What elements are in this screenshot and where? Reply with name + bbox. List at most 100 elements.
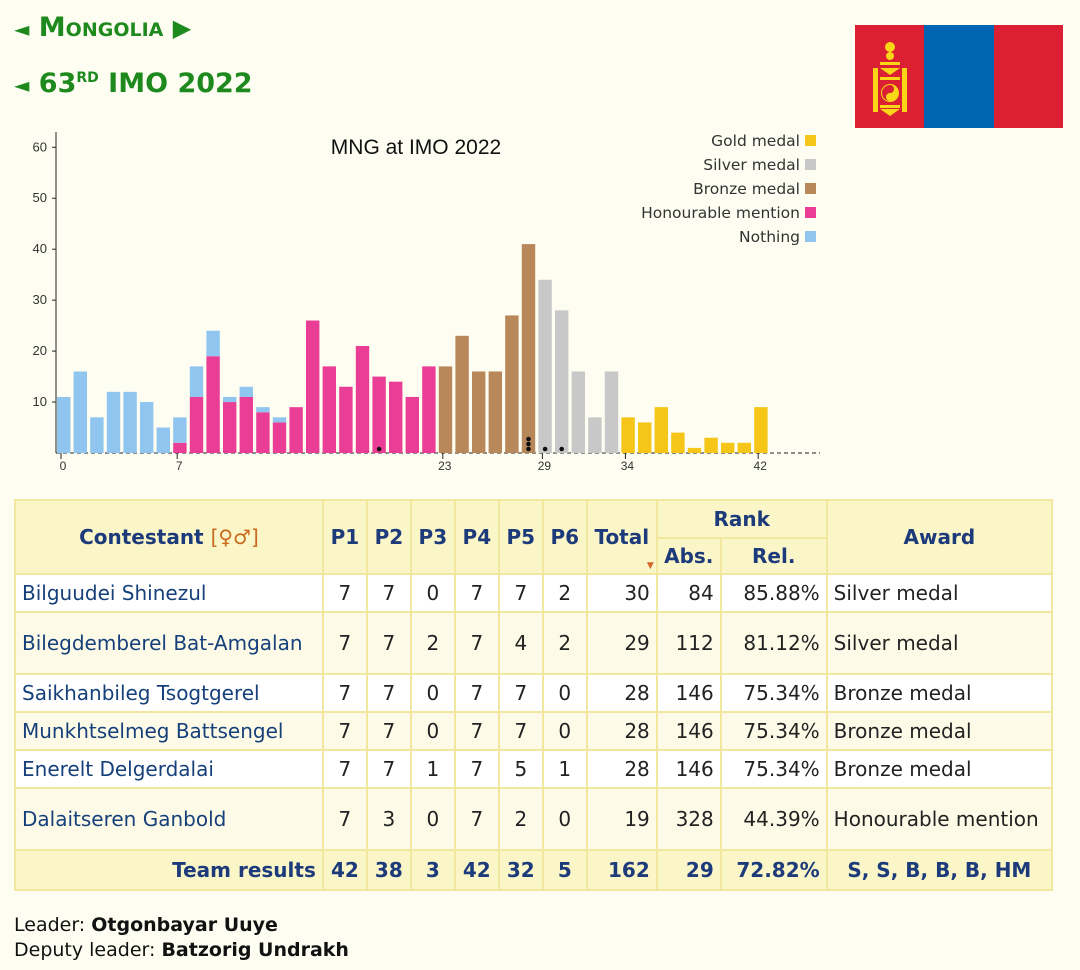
y-tick-label: 40 (33, 241, 47, 256)
header-total[interactable]: Total ▼ (585, 499, 658, 575)
contestant-name[interactable]: Bilguudei Shinezul (14, 573, 324, 613)
country-link[interactable]: Mongolia (38, 12, 164, 43)
bar-honourable-mention (339, 386, 353, 453)
problem-score: 2 (497, 787, 544, 851)
team-member-dot (526, 446, 531, 452)
problem-score: 7 (365, 711, 412, 751)
header-rank-rel[interactable]: Rel. (719, 537, 828, 575)
deputy-line: Deputy leader: Batzorig Undrakh (14, 939, 349, 961)
rank-rel: 81.12% (719, 611, 828, 675)
header-p1[interactable]: P1 (321, 499, 368, 575)
country-nav: ◄ Mongolia ▶ (14, 12, 191, 43)
x-tick-label: 29 (538, 459, 552, 473)
bar-bronze-medal (488, 371, 502, 453)
problem-score: 3 (365, 787, 412, 851)
legend-swatch (805, 159, 816, 170)
edition-nav: ◄ 63RD IMO 2022 (14, 68, 253, 99)
problem-score: 7 (321, 749, 368, 789)
prev-edition-arrow-icon[interactable]: ◄ (14, 73, 30, 97)
edition-link[interactable]: 63RD IMO 2022 (38, 68, 253, 99)
problem-score: 7 (365, 573, 412, 613)
rank-abs: 84 (655, 573, 722, 613)
total-score: 28 (585, 749, 658, 789)
team-member-dot (542, 446, 548, 452)
problem-score: 7 (453, 711, 500, 751)
problem-score: 1 (409, 749, 456, 789)
mongolia-flag (855, 25, 1063, 128)
next-country-arrow-icon[interactable]: ▶ (172, 14, 192, 42)
gender-icon: [♀♂] (210, 525, 259, 549)
flag-left-stripe (855, 25, 925, 128)
problem-score: 0 (409, 673, 456, 713)
header-award[interactable]: Award (825, 499, 1054, 575)
bar-nothing (206, 330, 220, 357)
bar-honourable-mention (372, 376, 386, 453)
problem-score: 7 (497, 711, 544, 751)
y-tick-label: 10 (33, 394, 47, 409)
contestant-name[interactable]: Enerelt Delgerdalai (14, 749, 324, 789)
problem-score: 1 (541, 749, 588, 789)
bar-honourable-mention (405, 396, 419, 453)
legend-label: Honourable mention (641, 204, 800, 222)
bar-silver-medal (604, 371, 619, 453)
contestant-name[interactable]: Saikhanbileg Tsogtgerel (14, 673, 324, 713)
table-row: Bilguudei Shinezul 7 7 0 7 7 2 30 84 85.88% Silver… (14, 573, 1054, 613)
chart: MNG at IMO 2022 10 20 30 40 50 60 0 7 23 29 34 42 G… (33, 132, 820, 473)
x-tick-label: 34 (621, 459, 635, 473)
table-row: Enerelt Delgerdalai 7 7 1 7 5 1 28 146 75.34% Bron… (14, 749, 1054, 789)
bar-bronze-medal (505, 315, 519, 453)
x-tick-label: 7 (176, 459, 183, 473)
deputy-name: Batzorig Undrakh (161, 939, 349, 961)
bar-honourable-mention (289, 407, 303, 453)
problem-score: 4 (497, 611, 544, 675)
problem-score: 0 (409, 573, 456, 613)
award: Bronze medal (825, 673, 1054, 713)
y-tick-label: 50 (33, 190, 47, 205)
header-contestant[interactable]: Contestant [♀♂] (14, 499, 324, 575)
problem-score: 7 (365, 749, 412, 789)
x-tick-label: 42 (754, 459, 768, 473)
total-score: 19 (585, 787, 658, 851)
header-p4[interactable]: P4 (453, 499, 500, 575)
bar-gold-medal (638, 422, 652, 453)
bar-gold-medal (671, 432, 685, 453)
bar-bronze-medal (472, 371, 486, 453)
prev-country-arrow-icon[interactable]: ◄ (14, 17, 30, 41)
header-p5[interactable]: P5 (497, 499, 544, 575)
bar-gold-medal (737, 442, 751, 453)
y-tick-label: 60 (33, 139, 47, 154)
table-row: Bilegdemberel Bat-Amgalan 7 7 2 7 4 2 29 112 81.1… (14, 611, 1054, 675)
team-awards: S, S, B, B, B, HM (825, 849, 1054, 891)
bar-nothing (173, 417, 187, 443)
header-p2[interactable]: P2 (365, 499, 412, 575)
bar-bronze-medal (438, 366, 453, 453)
bar-gold-medal (687, 447, 702, 453)
y-tick-label: 30 (33, 292, 47, 307)
flag-right-stripe (993, 25, 1063, 128)
bar-honourable-mention (239, 396, 253, 453)
bar-honourable-mention (206, 356, 220, 453)
bar-nothing (239, 386, 253, 397)
problem-score: 7 (321, 673, 368, 713)
rank-abs: 112 (655, 611, 722, 675)
team-rank-abs: 29 (655, 849, 722, 891)
contestant-name[interactable]: Dalaitseren Ganbold (14, 787, 324, 851)
contestant-name[interactable]: Bilegdemberel Bat-Amgalan (14, 611, 324, 675)
header-rank-abs[interactable]: Abs. (655, 537, 722, 575)
bar-bronze-medal (521, 244, 536, 453)
bar-gold-medal (754, 407, 768, 453)
total-score: 29 (585, 611, 658, 675)
bar-silver-medal (555, 310, 569, 453)
rank-abs: 146 (655, 749, 722, 789)
leaders-info: Leader: Otgonbayar Uuye Deputy leader: B… (14, 913, 349, 963)
bar-silver-medal (571, 371, 585, 453)
header-p6[interactable]: P6 (541, 499, 588, 575)
header-p3[interactable]: P3 (409, 499, 456, 575)
bar-nothing (57, 396, 71, 453)
leader-line: Leader: Otgonbayar Uuye (14, 914, 278, 936)
legend-swatch (805, 135, 816, 146)
award: Honourable mention (825, 787, 1054, 851)
rank-rel: 44.39% (719, 787, 828, 851)
y-tick-label: 20 (33, 343, 47, 358)
contestant-name[interactable]: Munkhtselmeg Battsengel (14, 711, 324, 751)
